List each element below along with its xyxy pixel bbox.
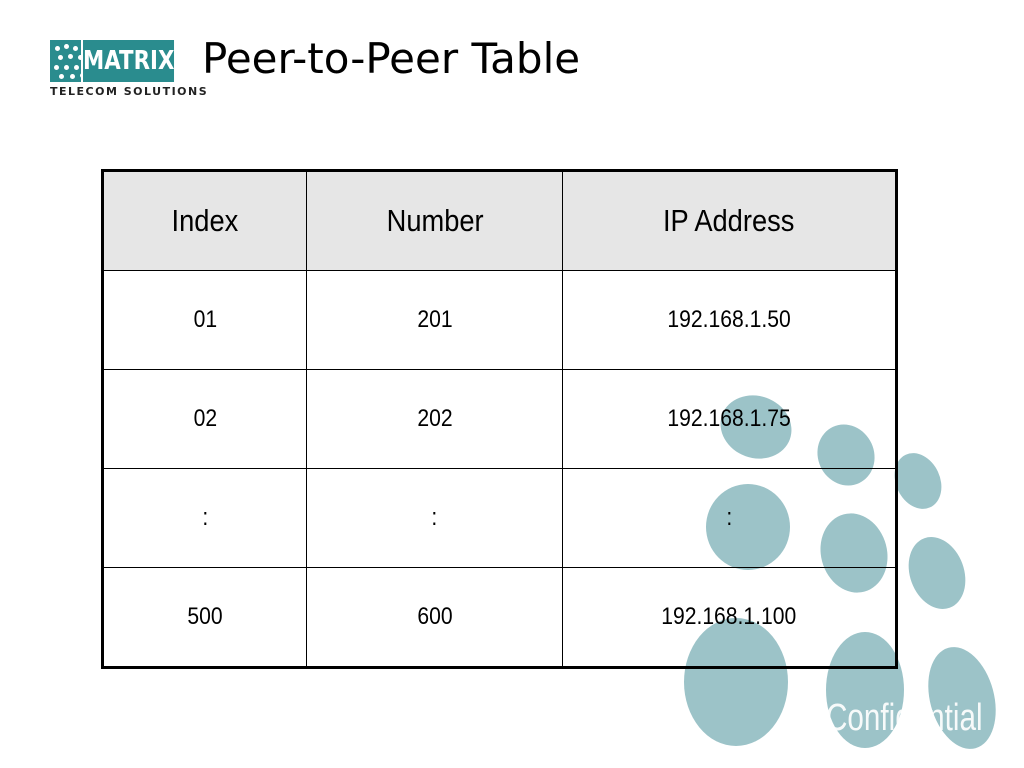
column-header-index: Index xyxy=(101,170,308,271)
table-cell-ip: 192.168.1.75 xyxy=(562,369,897,469)
table-row: 500 600 192.168.1.100 xyxy=(101,567,897,668)
logo-tagline: TELECOM SOLUTIONS xyxy=(50,85,209,98)
confidential-watermark: Confidential xyxy=(826,697,983,739)
table-cell-index: 500 xyxy=(101,567,308,668)
table-cell-ip: 192.168.1.100 xyxy=(562,567,897,668)
peer-table-wrapper: Index Number IP Address 01 201 192.168.1… xyxy=(101,169,898,669)
table-cell-ip: : xyxy=(562,468,897,568)
slide-title: Peer-to-Peer Table xyxy=(202,34,581,83)
table-cell-index: 01 xyxy=(101,270,308,370)
table-cell-number: 201 xyxy=(306,270,564,370)
table-header-row: Index Number IP Address xyxy=(101,170,897,271)
table-cell-number: : xyxy=(306,468,564,568)
matrix-logo: MATRIX TELECOM SOLUTIONS xyxy=(50,40,209,100)
column-header-number: Number xyxy=(306,170,564,271)
table-row: : : : xyxy=(101,468,897,568)
table-cell-ip: 192.168.1.50 xyxy=(562,270,897,370)
decorative-dot xyxy=(898,528,976,618)
table-cell-index: 02 xyxy=(101,369,308,469)
table-cell-number: 600 xyxy=(306,567,564,668)
table-row: 02 202 192.168.1.75 xyxy=(101,369,897,469)
table-row: 01 201 192.168.1.50 xyxy=(101,270,897,370)
logo-dots-icon xyxy=(50,40,85,82)
table-cell-number: 202 xyxy=(306,369,564,469)
peer-to-peer-table: Index Number IP Address 01 201 192.168.1… xyxy=(101,169,898,669)
logo-wordmark: MATRIX xyxy=(82,40,174,82)
column-header-ip-address: IP Address xyxy=(562,170,897,271)
table-cell-index: : xyxy=(101,468,308,568)
